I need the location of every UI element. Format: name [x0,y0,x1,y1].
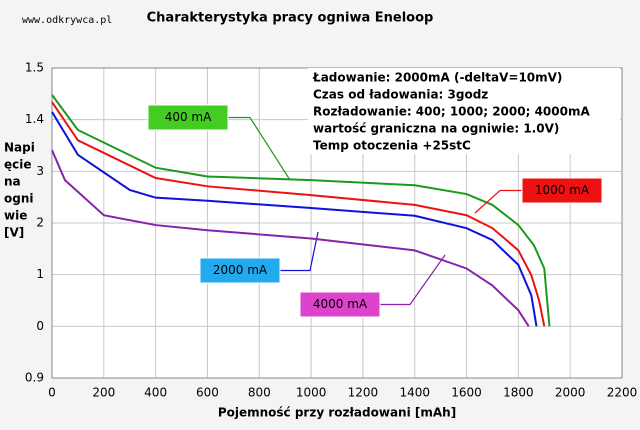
series-line [51,94,551,327]
legend-label: 1000 mA [535,183,590,197]
y-axis-label: Napi [4,141,35,155]
y-tick-label: 1.4 [25,112,44,126]
x-axis-label: Pojemność przy rozładowani [mAh] [218,406,456,420]
leader-line [380,254,446,306]
x-tick-label: 1600 [451,386,482,400]
x-tick-label: 200 [92,386,115,400]
leader-line [280,231,319,272]
legend-label: 4000 mA [313,297,368,311]
series-line [51,101,546,327]
series-line [51,111,538,327]
info-text: Ładowanie: 2000mA (-deltaV=10mV) [312,71,562,85]
x-tick-label: 2000 [555,386,586,400]
y-tick-label: 0.9 [25,371,44,385]
info-text: Czas od ładowania: 3godz [313,88,488,102]
y-tick-label: 1.5 [25,61,44,75]
x-tick-label: 400 [144,386,167,400]
x-tick-label: 0 [48,386,56,400]
legend-box [299,291,381,318]
legend-label: 2000 mA [213,263,268,277]
leader-line [228,116,291,181]
x-tick-label: 2200 [607,386,638,400]
y-axis-label: wie [4,209,27,223]
chart-title: Charakterystyka pracy ogniwa Eneloop [147,11,434,26]
info-text: Rozładowanie: 400; 1000; 2000; 4000mA [313,105,590,119]
x-tick-label: 1800 [503,386,534,400]
info-box [308,68,620,154]
legend-box [147,104,229,131]
x-tick-label: 1400 [399,386,430,400]
x-tick-label: 600 [196,386,219,400]
x-tick-label: 1200 [348,386,379,400]
x-tick-label: 1000 [296,386,327,400]
legend-box [521,177,603,204]
series-line [51,149,530,327]
legend-label: 400 mA [165,110,212,124]
y-tick-label: 0 [36,319,44,333]
x-tick-label: 800 [248,386,271,400]
info-text: wartość graniczna na ogniwie: 1.0V) [313,122,559,136]
y-tick-label: 3 [36,164,44,178]
y-axis-label: [V] [4,226,24,240]
watermark: www.odkrywca.pl [22,15,112,26]
y-axis-label: ęcie [4,158,32,172]
y-tick-label: 2 [36,216,44,230]
y-axis-label: ogni [4,192,34,206]
legend-box [199,257,281,284]
info-text: Temp otoczenia +25stC [313,139,471,153]
y-tick-label: 1 [36,267,44,281]
leader-line [474,189,522,214]
y-axis-label: na [4,175,21,189]
